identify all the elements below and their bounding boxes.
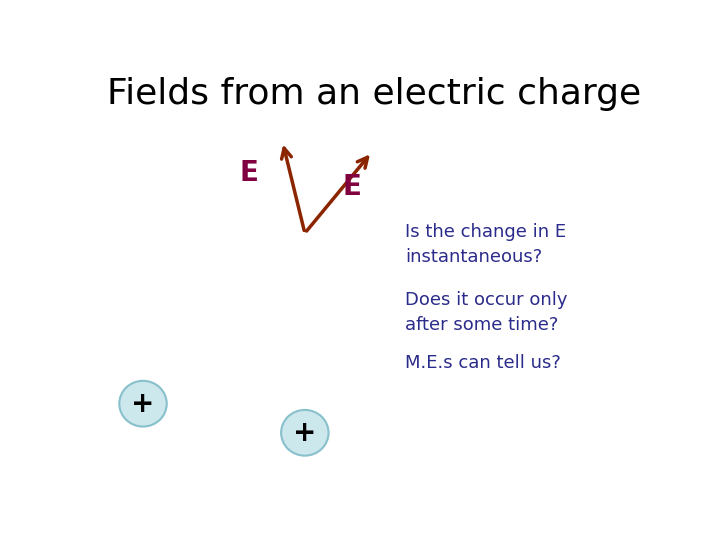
Ellipse shape <box>281 410 328 456</box>
Text: E: E <box>343 173 361 201</box>
Text: Does it occur only
after some time?: Does it occur only after some time? <box>405 292 568 334</box>
Text: E: E <box>240 159 258 187</box>
Text: Fields from an electric charge: Fields from an electric charge <box>107 77 641 111</box>
Text: M.E.s can tell us?: M.E.s can tell us? <box>405 354 561 372</box>
Text: +: + <box>131 390 155 417</box>
Text: +: + <box>293 419 317 447</box>
Ellipse shape <box>120 381 167 427</box>
Text: Is the change in E
instantaneous?: Is the change in E instantaneous? <box>405 223 567 266</box>
